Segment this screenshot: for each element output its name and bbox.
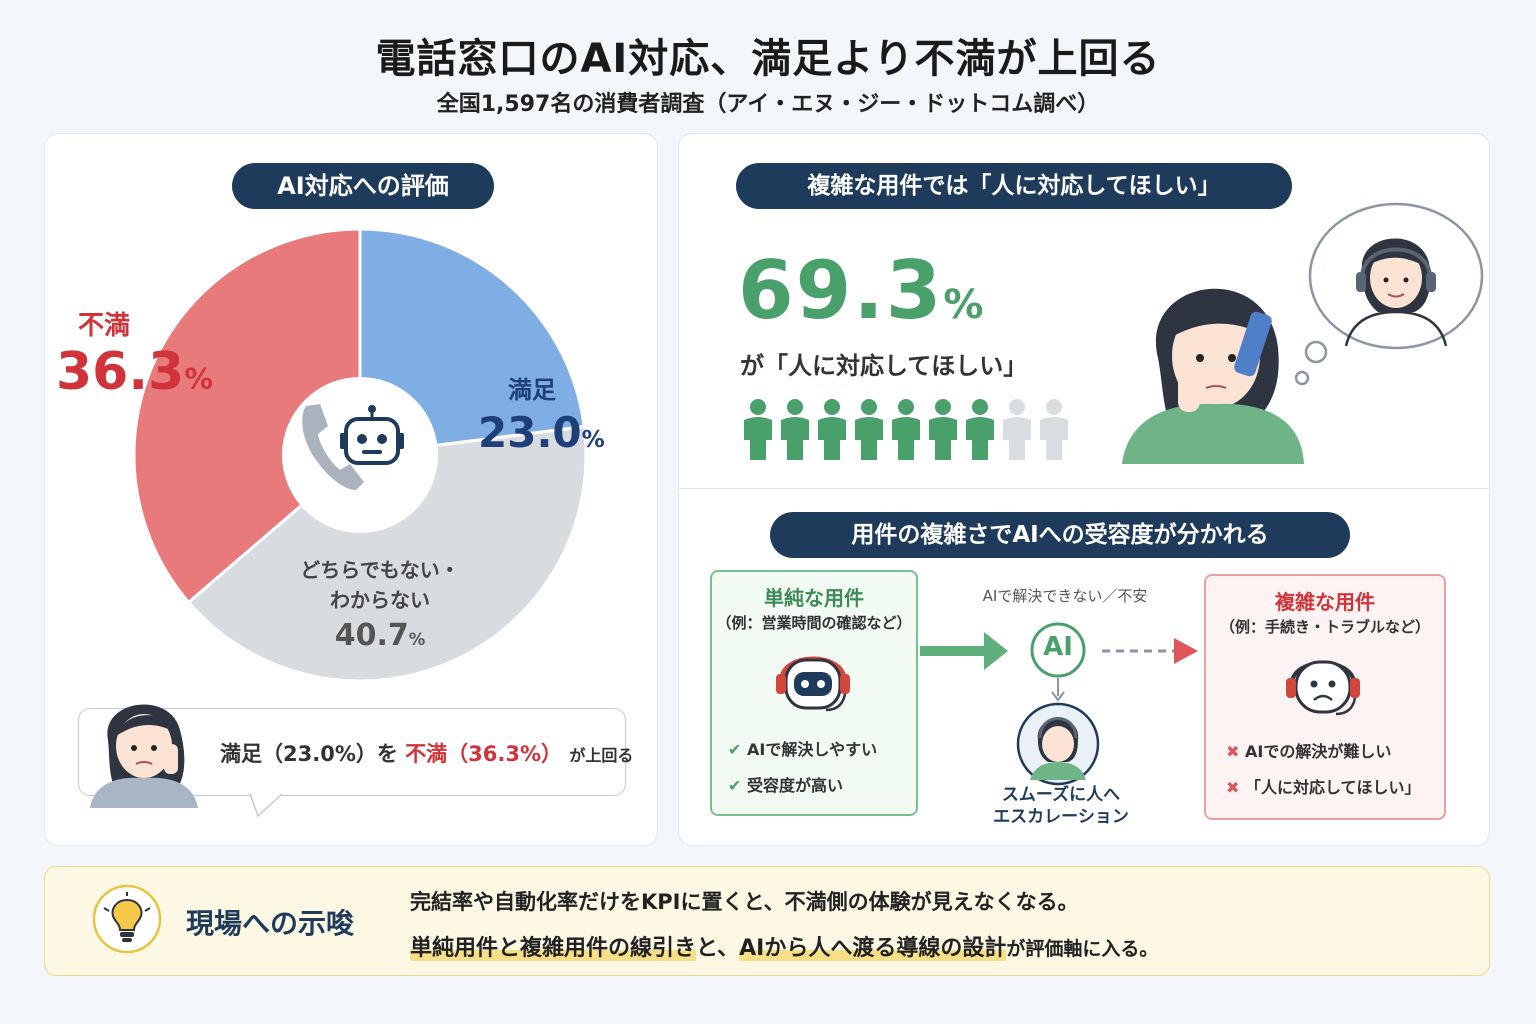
pie-label-satisfied: 満足 [508,376,556,404]
pie-value-neutral: 40.7% [334,618,426,653]
implications-line-2: 単純用件と複雑用件の線引きと、AIから人へ渡る導線の設計が評価軸に入る。 [410,936,1159,961]
person-icon [781,399,809,460]
callout-tail [249,794,283,818]
pie-label-dissatisfied: 不満 [78,311,131,341]
flow-label: AIで解決できない／不安 [982,587,1148,605]
pie-slice-2 [132,227,362,605]
pie-value-dissatisfied: 36.3% [56,342,213,402]
page-subtitle: 全国1,597名の消費者調査（アイ・エヌ・ジー・ドットコム調べ） [436,92,1100,117]
right-bottom-heading: 用件の複雑さでAIへの受容度が分かれる [770,512,1350,558]
arrow-right-icon [1174,638,1198,664]
pie-chart [132,227,588,683]
person-icon [892,399,920,460]
pie-slice-0 [358,227,586,457]
person-icon [1003,399,1031,460]
person-icon [1040,399,1068,460]
ai-node-label: AI [1043,632,1073,662]
simple-point-1: ✔ AIで解決しやすい [728,740,878,759]
page-title: 電話窓口のAI対応、満足より不満が上回る [375,36,1161,82]
complex-point-1: ✖ AIでの解決が難しい [1226,742,1392,761]
arrow-right-icon [984,632,1008,670]
divider [678,488,1490,489]
person-icon [929,399,957,460]
sad-robot-headset-icon [1286,660,1360,716]
cross-icon: ✖ [1226,742,1245,761]
person-icon [855,399,883,460]
phone-icon [302,404,364,490]
escalation-label: スムーズに人へ エスカレーション [993,785,1129,827]
complex-point-2: ✖ 「人に対応してほしい」 [1226,778,1421,797]
check-icon: ✔ [728,740,747,759]
implications-line-1: 完結率や自動化率だけをKPIに置くと、不満側の体験が見えなくなる。 [410,890,1079,914]
person-icon [744,399,772,460]
pie-value-satisfied: 23.0% [478,408,605,457]
implications-heading: 現場への示唆 [186,907,355,940]
check-icon: ✔ [728,776,747,795]
simple-point-2: ✔ 受容度が高い [728,776,843,795]
people-icons [744,399,1068,460]
callout-text: 満足（23.0%）を 不満（36.3%） が上回る [220,742,634,766]
pie-slice-1 [186,424,588,683]
thought-bubble-operator [1294,202,1484,386]
simple-case-title: 単純な用件 [764,586,864,610]
complex-case-example: （例：手続き・トラブルなど） [1219,618,1430,636]
big-stat-caption: が「人に対応してほしい」 [740,352,1028,380]
escalation-flow [920,622,1198,786]
person-icon [818,399,846,460]
woman-on-phone-illustration [1122,288,1304,464]
person-icon [966,399,994,460]
left-panel-heading: AI対応への評価 [232,163,494,209]
right-top-heading: 複雑な用件では「人に対応してほしい」 [736,163,1292,209]
lightbulb-icon [92,884,162,954]
pie-label-neutral: どちらでもない・ わからない [300,558,460,612]
big-stat: 69.3% [738,244,986,337]
simple-case-example: （例：営業時間の確認など） [716,614,912,632]
worried-woman-illustration [90,704,198,808]
robot-headset-icon [776,656,850,712]
robot-icon [340,405,404,465]
cross-icon: ✖ [1226,778,1245,797]
complex-case-title: 複雑な用件 [1275,590,1375,614]
